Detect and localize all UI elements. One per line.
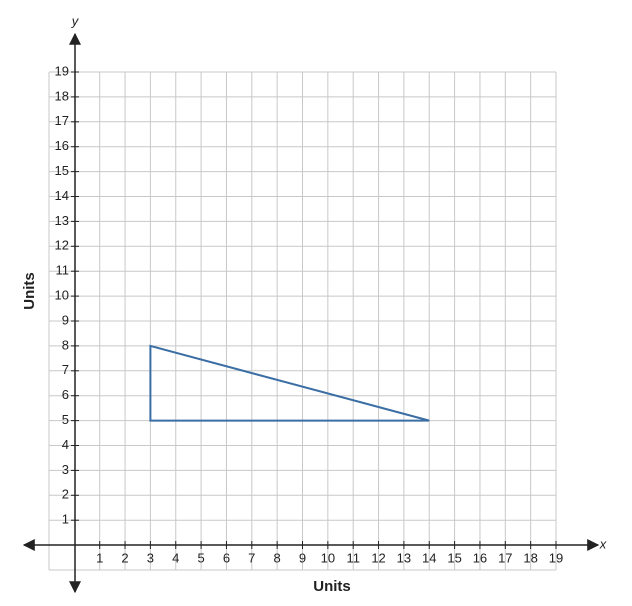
y-tick-label: 9 — [62, 312, 69, 327]
triangle — [149, 344, 430, 422]
x-tick-label: 19 — [549, 550, 563, 565]
y-tick-label: 18 — [55, 88, 69, 103]
x-axis-name: x — [599, 536, 607, 551]
y-tick-label: 14 — [55, 188, 69, 203]
y-tick-label: 4 — [62, 437, 69, 452]
x-tick-label: 17 — [498, 550, 512, 565]
x-tick-label: 13 — [397, 550, 411, 565]
x-tick-label: 18 — [523, 550, 537, 565]
y-tick-label: 11 — [56, 263, 70, 278]
x-tick-label: 3 — [147, 550, 154, 565]
x-tick-label: 10 — [321, 550, 335, 565]
y-tick-label: 5 — [62, 412, 69, 427]
y-tick-label: 12 — [55, 238, 69, 253]
y-tick-label: 7 — [62, 362, 69, 377]
y-tick-label: 13 — [55, 213, 69, 228]
x-tick-label: 8 — [274, 550, 281, 565]
y-tick-label: 6 — [62, 387, 69, 402]
x-tick-label: 11 — [346, 550, 360, 565]
x-tick-label: 4 — [172, 550, 179, 565]
x-tick-label: 5 — [197, 550, 204, 565]
x-tick-label: 12 — [371, 550, 385, 565]
y-tick-label: 3 — [62, 462, 69, 477]
x-axis-label: Units — [313, 578, 351, 595]
y-axis-label: Units — [21, 272, 38, 310]
x-tick-label: 16 — [473, 550, 487, 565]
x-tick-label: 2 — [121, 550, 128, 565]
y-axis-name: y — [71, 13, 80, 28]
x-tick-label: 6 — [223, 550, 230, 565]
grid — [48, 71, 557, 571]
y-tick-label: 16 — [55, 138, 69, 153]
y-tick-label: 1 — [62, 512, 69, 527]
y-tick-label: 8 — [62, 337, 69, 352]
y-tick-label: 17 — [55, 113, 69, 128]
y-tick-label: 10 — [55, 288, 69, 303]
x-tick-label: 1 — [96, 550, 103, 565]
x-tick-label: 14 — [422, 550, 436, 565]
x-tick-label: 7 — [248, 550, 255, 565]
y-tick-label: 19 — [55, 63, 69, 78]
x-tick-label: 15 — [447, 550, 461, 565]
y-tick-label: 15 — [55, 163, 69, 178]
x-tick-label: 9 — [299, 550, 306, 565]
y-tick-label: 2 — [62, 487, 69, 502]
